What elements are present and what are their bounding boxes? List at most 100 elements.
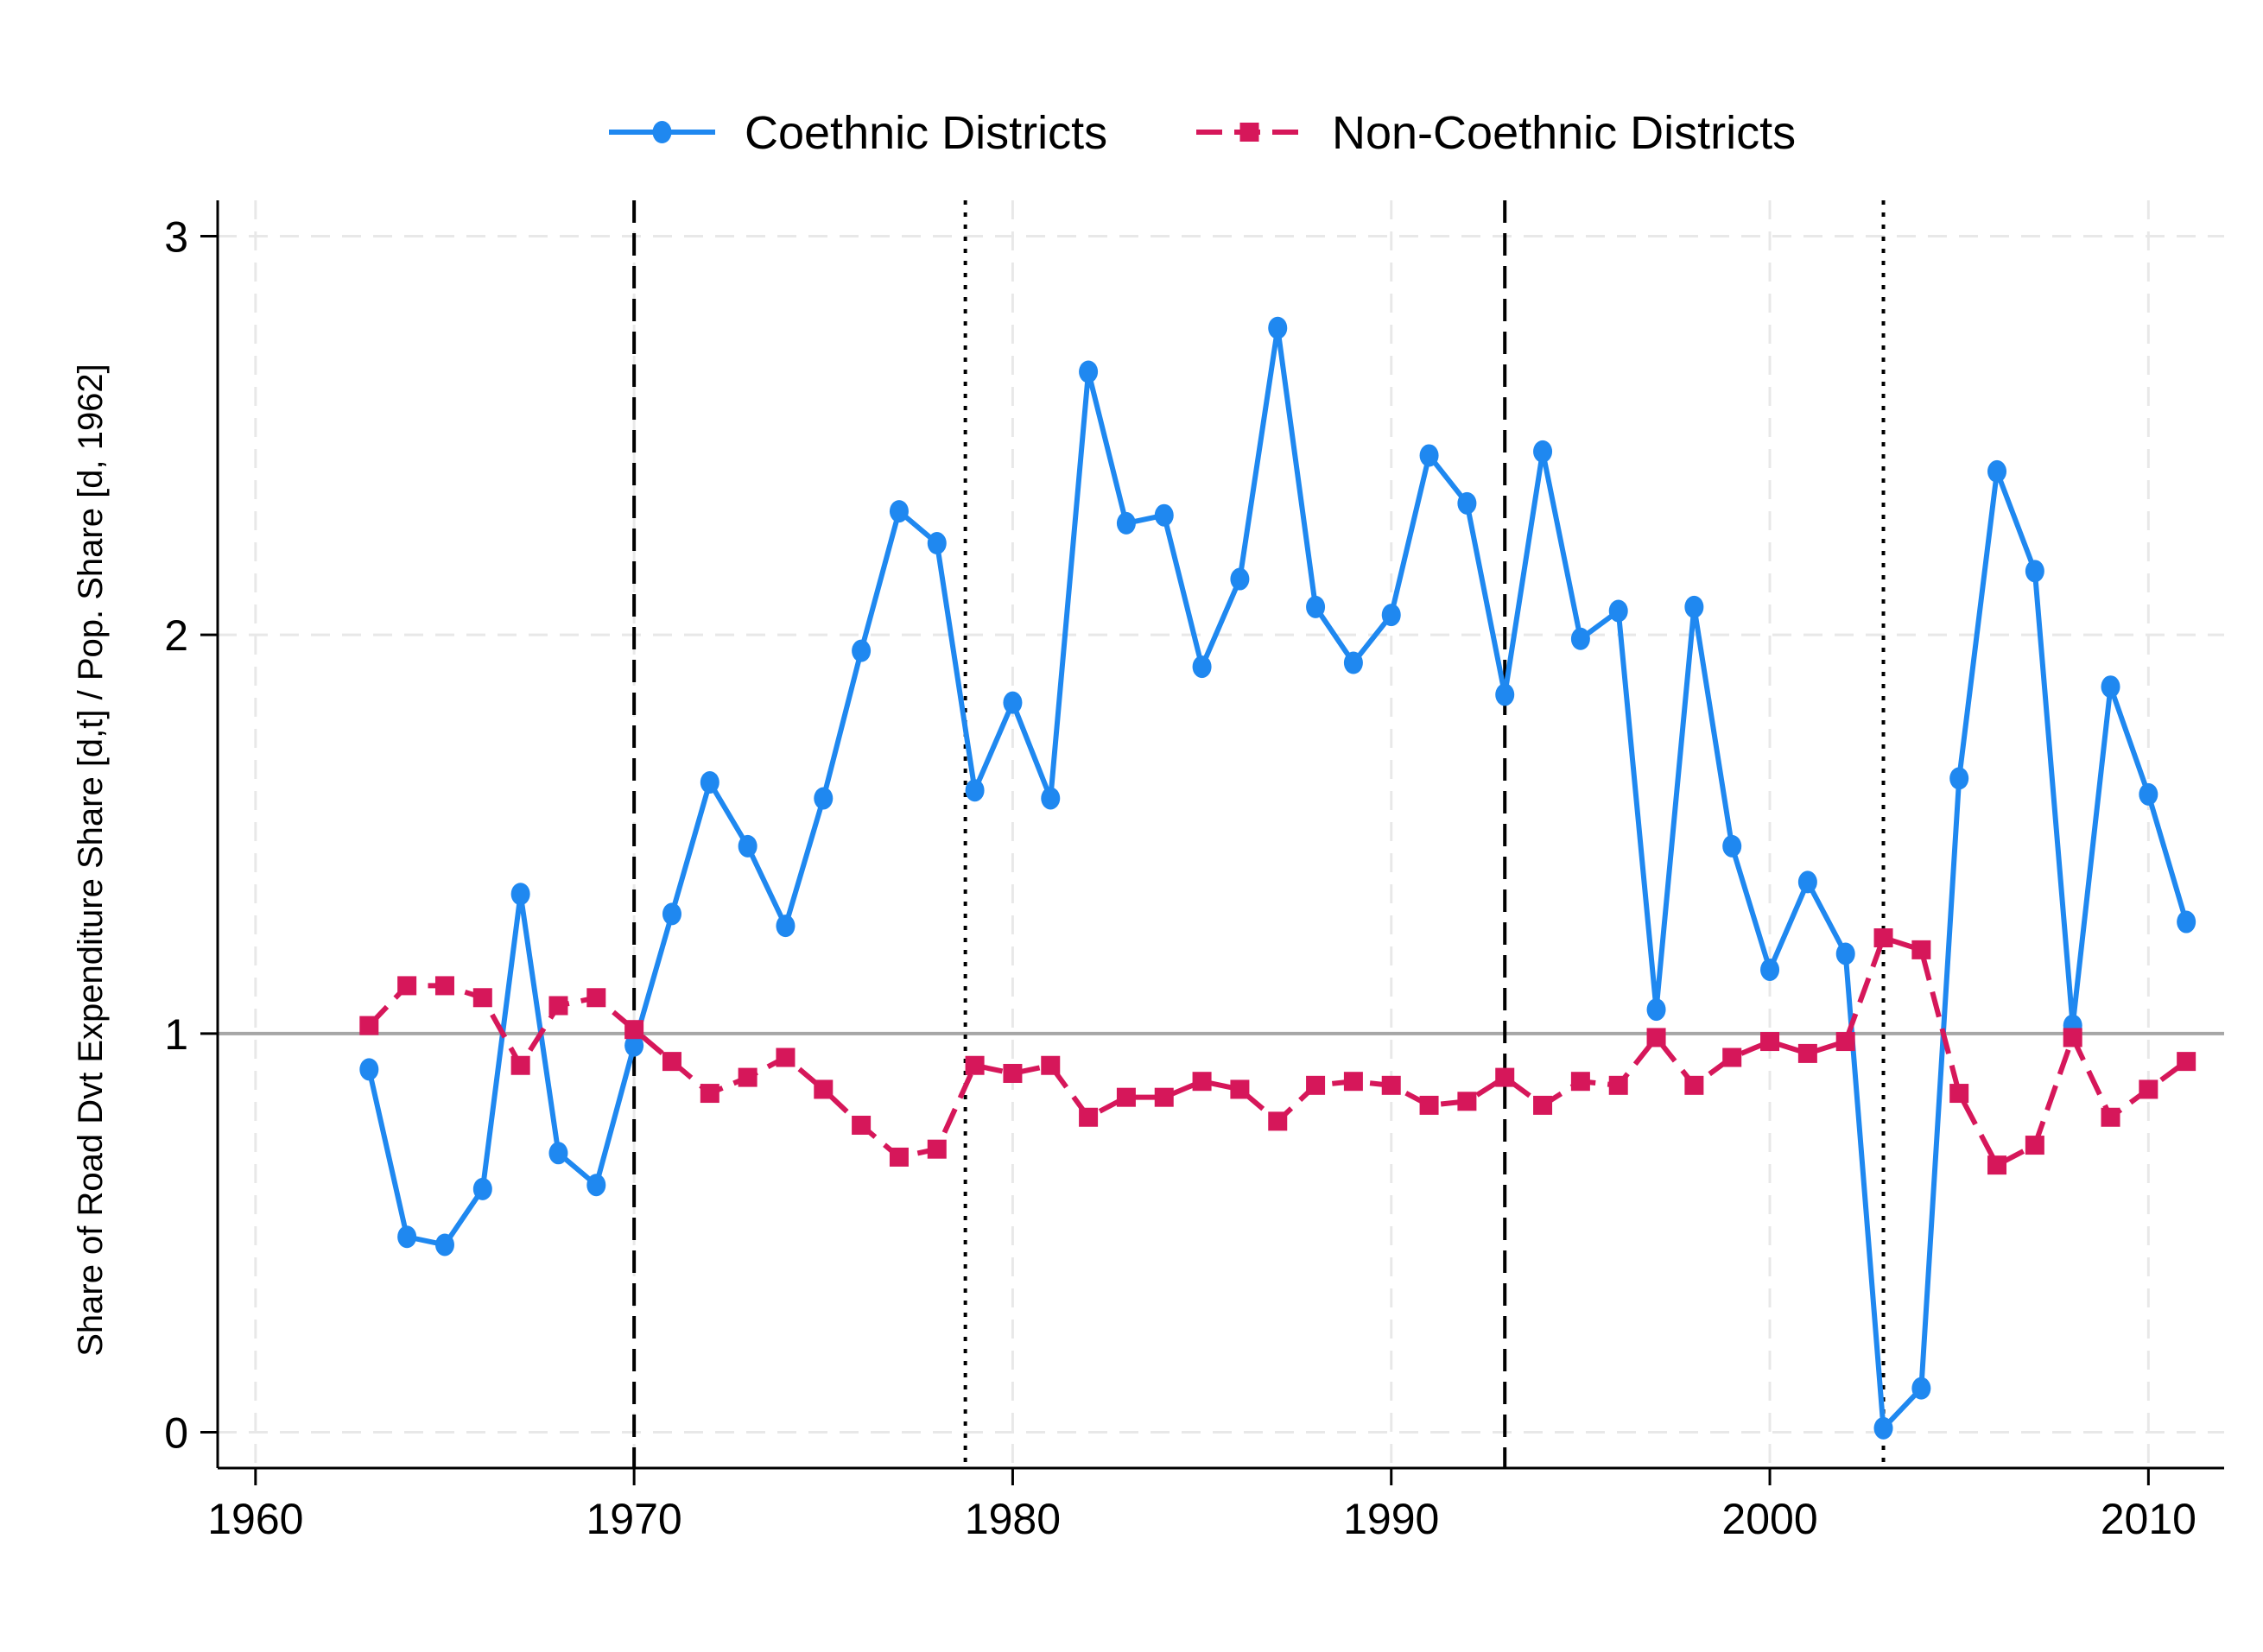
data-point-circle — [1268, 316, 1288, 339]
x-tick-label: 1970 — [586, 1495, 682, 1543]
data-point-square — [1268, 1111, 1288, 1131]
data-point-circle — [927, 532, 947, 555]
data-point-circle — [624, 1034, 644, 1057]
data-point-circle — [814, 787, 834, 810]
grid-layer — [218, 200, 2224, 1468]
data-point-square — [1306, 1075, 1326, 1095]
data-point-circle — [586, 1174, 606, 1197]
data-point-square — [1760, 1032, 1780, 1052]
data-point-circle — [1116, 511, 1136, 535]
data-point-square — [434, 976, 454, 996]
data-point-circle — [1570, 627, 1590, 650]
data-point-circle — [776, 915, 796, 938]
data-point-circle — [1381, 604, 1401, 627]
data-point-circle — [852, 639, 872, 662]
data-point-circle — [434, 1233, 454, 1256]
data-point-square — [1797, 1043, 1817, 1063]
data-point-circle — [965, 779, 985, 802]
data-point-square — [1457, 1092, 1477, 1111]
data-point-square — [1041, 1055, 1061, 1075]
data-point-square — [814, 1079, 834, 1099]
data-point-square — [1533, 1095, 1553, 1115]
legend: Coethnic Districts Non-Coethnic Districts — [609, 107, 1796, 159]
x-tick-label: 1960 — [207, 1495, 303, 1543]
data-point-circle — [1343, 651, 1363, 674]
data-point-circle — [1230, 567, 1250, 591]
data-point-square — [1570, 1072, 1590, 1092]
data-point-square — [1835, 1032, 1855, 1052]
data-point-circle — [1684, 595, 1704, 618]
data-point-circle — [1419, 444, 1439, 467]
data-point-circle — [1797, 870, 1817, 894]
data-point-circle — [1987, 459, 2007, 483]
data-point-circle — [2139, 782, 2158, 806]
data-point-circle — [510, 883, 530, 906]
data-point-circle — [1079, 360, 1099, 383]
data-point-square — [1381, 1075, 1401, 1095]
data-point-square — [1987, 1155, 2007, 1175]
axes: 1960 1970 1980 1990 2000 2010 0 1 2 3 — [164, 200, 2224, 1543]
data-point-square — [1230, 1079, 1250, 1099]
data-point-circle — [359, 1058, 379, 1081]
data-point-circle — [397, 1225, 417, 1249]
data-point-square — [397, 976, 417, 996]
data-point-circle — [1041, 787, 1061, 810]
data-point-square — [1646, 1028, 1666, 1048]
y-tick-label: 3 — [164, 213, 188, 262]
legend-marker-square — [1239, 123, 1259, 142]
data-point-square — [965, 1055, 985, 1075]
data-point-circle — [548, 1142, 568, 1165]
data-point-square — [852, 1115, 872, 1135]
reference-lines — [218, 200, 2224, 1468]
data-point-square — [2063, 1028, 2082, 1048]
data-point-square — [700, 1084, 719, 1104]
data-point-circle — [1003, 691, 1023, 714]
data-point-circle — [2025, 560, 2044, 583]
data-point-square — [662, 1052, 681, 1072]
data-point-square — [472, 988, 492, 1008]
data-point-square — [1192, 1072, 1212, 1092]
data-point-square — [1684, 1075, 1704, 1095]
data-point-square — [1873, 928, 1893, 948]
data-point-circle — [662, 902, 681, 926]
data-point-square — [1343, 1072, 1363, 1092]
x-tick-label: 1980 — [965, 1495, 1061, 1543]
y-tick-label: 2 — [164, 611, 188, 660]
data-point-square — [776, 1048, 796, 1067]
data-point-circle — [1457, 491, 1477, 515]
data-point-circle — [889, 500, 909, 523]
data-point-circle — [1835, 942, 1855, 965]
data-point-circle — [1154, 503, 1174, 527]
data-point-square — [1949, 1084, 1969, 1104]
data-point-square — [1116, 1087, 1136, 1107]
data-point-square — [2025, 1136, 2044, 1155]
y-tick-label: 1 — [164, 1010, 188, 1059]
data-point-circle — [1495, 683, 1515, 706]
series-layer — [359, 316, 2196, 1440]
data-point-circle — [1608, 599, 1628, 623]
data-point-square — [359, 1016, 379, 1035]
data-point-circle — [1760, 958, 1780, 981]
data-point-square — [1079, 1107, 1099, 1127]
y-axis-label: Share of Road Dvt Expenditure Share [d,t… — [72, 364, 110, 1357]
x-tick-label: 2010 — [2101, 1495, 2196, 1543]
data-point-square — [624, 1020, 644, 1040]
data-point-circle — [1533, 440, 1553, 463]
data-point-circle — [1646, 998, 1666, 1022]
data-point-square — [2139, 1079, 2158, 1099]
data-point-square — [1495, 1067, 1515, 1087]
legend-label-2: Non-Coethnic Districts — [1332, 107, 1796, 159]
data-point-circle — [2177, 910, 2196, 934]
data-point-square — [1911, 940, 1931, 959]
data-point-circle — [1192, 655, 1212, 679]
data-point-square — [1608, 1075, 1628, 1095]
data-point-circle — [472, 1177, 492, 1200]
data-point-square — [1722, 1048, 1742, 1067]
series-line-1 — [366, 325, 2190, 1431]
data-point-square — [510, 1055, 530, 1075]
data-point-circle — [1306, 595, 1326, 618]
data-point-circle — [1722, 834, 1742, 858]
data-point-square — [1003, 1063, 1023, 1083]
